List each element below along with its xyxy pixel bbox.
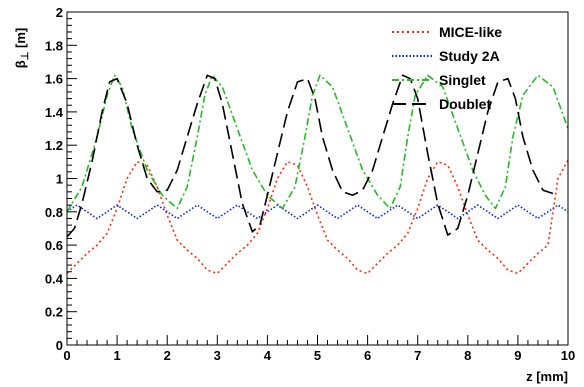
x-tick-label: 4 (264, 348, 272, 363)
y-tick-label: 0.4 (45, 271, 64, 286)
x-tick-label: 9 (514, 348, 521, 363)
labels-layer: 0 1 2 3 4 5 6 7 8 9 10 0 0.2 0.4 0.6 0.8 1 1.2 1.4 1.6 1.8 2 (45, 5, 575, 363)
y-tick-label: 0.2 (45, 305, 63, 320)
x-tick-label: 3 (214, 348, 221, 363)
x-tick-label: 8 (464, 348, 471, 363)
legend-label: Study 2A (439, 48, 500, 64)
x-tick-label: 2 (164, 348, 171, 363)
y-tick-label: 0.6 (45, 238, 63, 253)
x-tick-label: 5 (314, 348, 321, 363)
x-tick-label: 7 (414, 348, 421, 363)
y-tick-label: 0 (56, 338, 63, 353)
y-tick-label: 1 (56, 172, 63, 187)
y-axis-title-main: β (13, 60, 28, 68)
y-tick-label: 1.4 (45, 105, 64, 120)
series-line-mice-like (66, 159, 569, 275)
x-axis-title: z [mm] (526, 369, 568, 384)
y-axis-title-unit: [m] (13, 28, 28, 52)
legend-label: MICE-like (439, 24, 502, 40)
x-tick-label: 6 (364, 348, 371, 363)
x-tick-label: 10 (561, 348, 575, 363)
x-tick-label: 0 (63, 348, 70, 363)
series-layer (66, 74, 569, 275)
series-line-singlet (66, 74, 569, 213)
legend-label: Doublet (439, 96, 491, 112)
x-tick-label: 1 (113, 348, 120, 363)
y-tick-label: 1.6 (45, 72, 63, 87)
y-axis-title-sub: ⊥ (20, 51, 31, 60)
y-axis-title: β⊥ [m] (13, 28, 31, 69)
legend-label: Singlet (439, 72, 486, 88)
y-tick-label: 1.8 (45, 38, 63, 53)
y-tick-label: 0.8 (45, 205, 63, 220)
y-tick-label: 1.2 (45, 138, 63, 153)
series-line-doublet (66, 74, 554, 238)
y-tick-label: 2 (56, 5, 63, 20)
ticks-layer (66, 11, 569, 346)
series-line-study-2a (66, 204, 569, 220)
legend: MICE-like Study 2A Singlet Doublet (392, 24, 502, 112)
